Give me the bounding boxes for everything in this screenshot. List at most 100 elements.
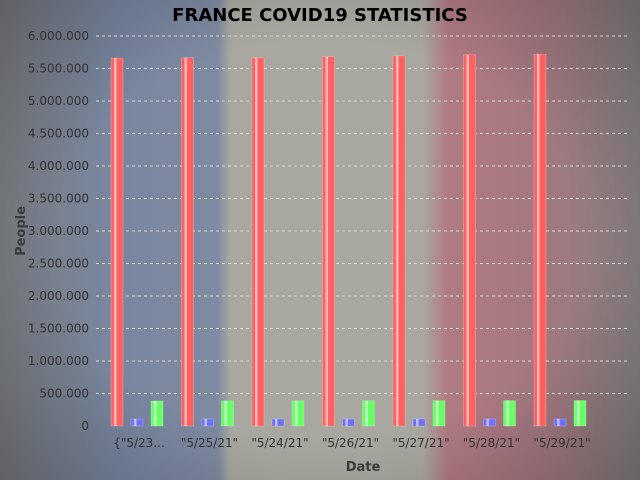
bar-highlight [295, 400, 298, 426]
x-tick-label: "5/27/21" [392, 436, 449, 450]
bar-highlight [134, 418, 137, 426]
bar-highlight [204, 418, 207, 426]
bar [362, 400, 375, 426]
bar-group-item [130, 418, 144, 427]
bar-outline [533, 53, 547, 427]
y-tick-label: 4.000.000 [28, 159, 89, 173]
y-tick-label: 1.500.000 [28, 322, 89, 336]
bars [110, 53, 587, 427]
bar-group-item [342, 418, 355, 427]
bar [433, 400, 445, 426]
bar-group-item [291, 400, 305, 427]
bar-outline [271, 418, 285, 427]
bar [221, 400, 234, 426]
bar-outline [412, 418, 426, 427]
bar [483, 418, 496, 426]
bar-highlight [275, 418, 278, 426]
bar-group-item [201, 418, 214, 427]
bar [534, 54, 546, 426]
bar-highlight [345, 418, 348, 426]
bar-outline [503, 400, 516, 427]
bar-highlight [255, 57, 258, 427]
y-tick-label: 1.000.000 [28, 354, 89, 368]
x-tick-label: "5/28/21" [463, 436, 520, 450]
chart-title: FRANCE COVID19 STATISTICS [172, 5, 468, 26]
bar-group-item [553, 418, 567, 427]
bar-highlight [154, 400, 157, 426]
bar-outline [362, 400, 375, 427]
bar [503, 400, 516, 426]
bar-outline [221, 400, 234, 427]
bar [463, 54, 476, 426]
bar-group-item [483, 418, 496, 427]
y-tick-label: 3.500.000 [28, 192, 89, 206]
bar-group-item [221, 400, 234, 427]
bar-group-item [150, 400, 164, 427]
bar-highlight [114, 58, 117, 426]
bar-group-item [533, 53, 547, 427]
bar-highlight [325, 56, 328, 427]
bar-outline [483, 418, 496, 427]
bar [181, 57, 194, 427]
y-tick-label: 3.000.000 [28, 224, 89, 238]
y-axis-ticks: 0 500.000 1.000.000 1.500.000 2.000.000 2.500… [28, 29, 89, 433]
bar-group-item [432, 400, 446, 427]
x-tick-label: "5/29/21" [533, 436, 590, 450]
bar-outline [150, 400, 164, 427]
bar-highlight [537, 54, 540, 426]
bar-group-item [362, 400, 375, 427]
bar [574, 400, 586, 426]
bar-group-item [412, 418, 426, 427]
bar-group-item [463, 54, 476, 427]
bar-outline [201, 418, 214, 427]
bar-group-item [392, 55, 406, 427]
bar-outline [342, 418, 355, 427]
bar [554, 418, 566, 426]
bar [201, 418, 214, 426]
bar-group-item [322, 56, 335, 427]
bar-group-item [271, 418, 285, 427]
bar [322, 56, 335, 427]
bar [131, 418, 143, 426]
bar-highlight [396, 55, 399, 426]
bar-outline [392, 55, 406, 427]
bar-group-item [503, 400, 516, 427]
bar-highlight [365, 400, 368, 426]
bar-outline [251, 57, 265, 427]
bar-outline [130, 418, 144, 427]
y-tick-label: 2.000.000 [28, 289, 89, 303]
bar-highlight [436, 400, 439, 426]
bar-outline [181, 57, 194, 427]
x-tick-label: "5/24/21" [251, 436, 308, 450]
y-tick-label: 2.500.000 [28, 257, 89, 271]
bar [111, 58, 123, 426]
y-tick-label: 0 [81, 419, 89, 433]
bar-outline [553, 418, 567, 427]
bar-outline [110, 57, 124, 427]
bar-highlight [577, 400, 580, 426]
bar [342, 418, 355, 426]
bar-group-item [573, 400, 587, 427]
bar-group-item [181, 57, 194, 427]
y-tick-label: 5.500.000 [28, 62, 89, 76]
bar-group-item [110, 57, 124, 427]
bar [252, 57, 264, 427]
y-tick-label: 6.000.000 [28, 29, 89, 43]
x-tick-label: "5/25/21" [181, 436, 238, 450]
bar-highlight [557, 418, 560, 426]
y-tick-label: 5.000.000 [28, 94, 89, 108]
bar-outline [432, 400, 446, 427]
x-axis-ticks: {"5/23... "5/25/21" "5/24/21" "5/26/21" "5/2… [113, 436, 590, 450]
y-tick-label: 500.000 [39, 387, 89, 401]
bar-highlight [184, 57, 187, 427]
bar-outline [322, 56, 335, 427]
bar-highlight [466, 54, 469, 426]
bar-highlight [506, 400, 509, 426]
bar-outline [463, 54, 476, 427]
y-axis-label: People [14, 206, 29, 256]
bar-group-item [251, 57, 265, 427]
bar [151, 400, 163, 426]
bar-highlight [486, 418, 489, 426]
